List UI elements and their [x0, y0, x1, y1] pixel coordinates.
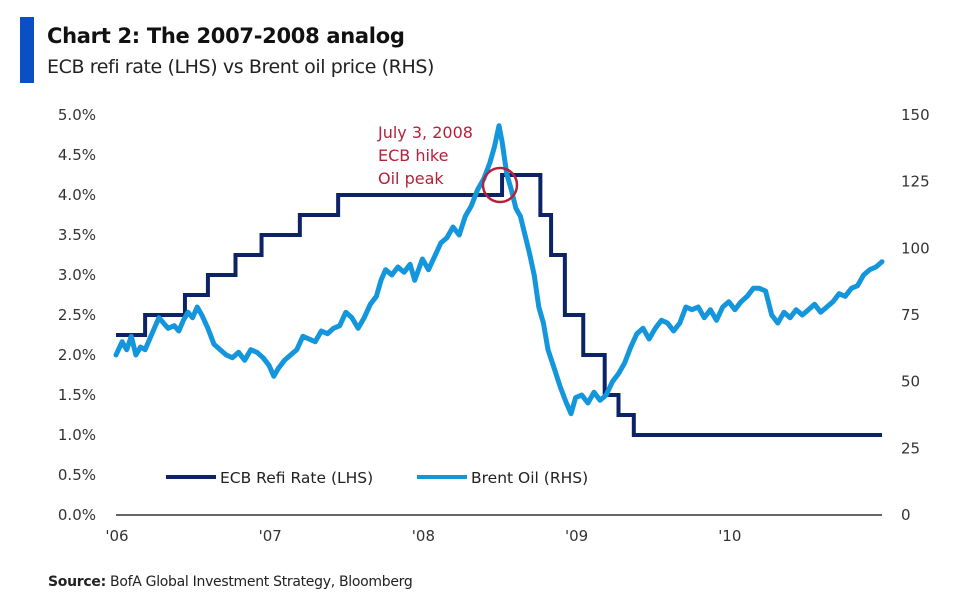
left-tick-label: 4.0%: [58, 186, 96, 204]
left-tick-label: 3.0%: [58, 266, 96, 284]
annotation-line-2: ECB hike: [378, 146, 448, 165]
legend-label-ecb: ECB Refi Rate (LHS): [220, 469, 373, 487]
right-tick-label: 150: [901, 106, 930, 124]
left-axis: 0.0% 0.5% 1.0% 1.5% 2.0% 2.5% 3.0% 3.5% 4.0% 4.5%…: [58, 106, 96, 524]
legend: ECB Refi Rate (LHS) Brent Oil (RHS): [166, 469, 588, 487]
series-line-brent-oil: [113, 123, 885, 417]
x-tick-label: '07: [259, 527, 282, 545]
right-tick-label: 0: [901, 506, 911, 524]
left-tick-label: 4.5%: [58, 146, 96, 164]
left-tick-label: 3.5%: [58, 226, 96, 244]
annotation-line-1: July 3, 2008: [377, 123, 473, 142]
source-label: Source:: [48, 574, 106, 590]
right-tick-label: 50: [901, 373, 920, 391]
right-tick-label: 75: [901, 306, 920, 324]
right-tick-label: 25: [901, 439, 920, 457]
source-text: BofA Global Investment Strategy, Bloombe…: [105, 574, 413, 590]
left-tick-label: 2.0%: [58, 346, 96, 364]
annotation-circle-marker: [481, 166, 519, 204]
chart-title: Chart 2: The 2007-2008 analog: [47, 24, 405, 48]
left-tick-label: 0.5%: [58, 466, 96, 484]
annotation: July 3, 2008 ECB hike Oil peak: [377, 123, 519, 204]
x-tick-label: '09: [565, 527, 588, 545]
left-tick-label: 1.0%: [58, 426, 96, 444]
right-tick-label: 125: [901, 173, 930, 191]
x-tick-label: '06: [105, 527, 128, 545]
chart-subtitle: ECB refi rate (LHS) vs Brent oil price (…: [47, 56, 435, 78]
x-axis: '06 '07 '08 '09 '10: [105, 527, 741, 545]
series-layer: [113, 123, 885, 437]
series-line-ecb-refi-rate: [116, 173, 882, 437]
x-tick-label: '08: [412, 527, 435, 545]
x-tick-label: '10: [718, 527, 741, 545]
annotation-line-3: Oil peak: [378, 169, 444, 188]
source-note: Source: BofA Global Investment Strategy,…: [48, 574, 413, 590]
left-tick-label: 5.0%: [58, 106, 96, 124]
title-accent-bar: [20, 17, 34, 83]
right-tick-label: 100: [901, 239, 930, 257]
legend-label-oil: Brent Oil (RHS): [471, 469, 588, 487]
left-tick-label: 0.0%: [58, 506, 96, 524]
right-axis: 0 25 50 75 100 125 150: [901, 106, 930, 524]
left-tick-label: 2.5%: [58, 306, 96, 324]
left-tick-label: 1.5%: [58, 386, 96, 404]
